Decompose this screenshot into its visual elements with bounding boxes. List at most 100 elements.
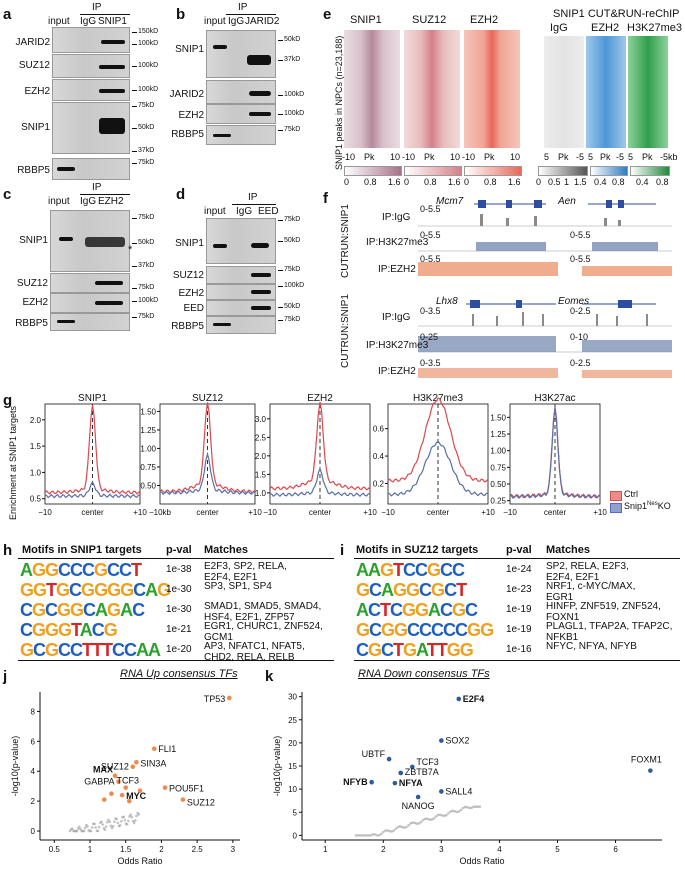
background-point (405, 825, 408, 829)
x-tick-label: 2.5 (192, 845, 204, 854)
row-ezh2: EZH2 (178, 110, 204, 121)
blot-ezh2 (206, 284, 276, 300)
lane-input: input (48, 16, 70, 27)
colorbar-ezh2-2 (590, 166, 628, 176)
scale-tick: 1.5 (574, 177, 587, 187)
ctrl-line (269, 401, 371, 491)
track-range: 0-5.5 (420, 204, 441, 214)
heatmap-title: IgG (550, 22, 568, 34)
h-col-pval: p-val (166, 544, 192, 556)
gene-eomes: Eomes (558, 296, 590, 307)
background-point (478, 805, 482, 808)
heatmap-igg (544, 36, 584, 148)
x-tick-label: center (427, 508, 450, 517)
mw-marker: 75kD (131, 159, 155, 166)
mw-marker: 75kD (131, 214, 155, 221)
track-range: 0-3.5 (420, 306, 441, 316)
background-point (100, 820, 103, 824)
scale-tick: 0.8 (484, 177, 497, 187)
axis-tick: 10 (450, 152, 461, 162)
x-tick-label: +10 (133, 508, 147, 517)
y-tick-label: 2.5 (255, 433, 267, 442)
background-point (373, 833, 377, 836)
scale-tick: 1.6 (388, 177, 401, 187)
y-tick-label: 0.25 (490, 497, 506, 506)
y-tick-label: 0.75 (490, 463, 506, 472)
background-point (86, 825, 89, 828)
row-rbbp5: RBBP5 (171, 129, 204, 140)
x-tick-label: 0.5 (49, 845, 61, 854)
ctrl-line (387, 397, 489, 483)
y-tick-label: 0.50 (490, 480, 506, 489)
motif-matches: HINFP, ZNF519, ZNF524, FOXN1 (546, 601, 661, 623)
track-range: 0-3.5 (420, 358, 441, 368)
background-point (438, 813, 442, 817)
tf-point (415, 794, 421, 800)
motif-logo: AGGCCCGCCT (20, 560, 142, 580)
y-tick-label: 1.00 (140, 444, 156, 453)
row-ezh2: EZH2 (22, 297, 48, 308)
blot-rbbp5 (206, 316, 276, 334)
row-rbbp5: RBBP5 (171, 321, 204, 332)
background-point (108, 820, 111, 824)
background-point (375, 833, 379, 837)
tf-point (226, 695, 232, 701)
gene-aen: Aen (558, 196, 576, 207)
row-snip1: SNIP1 (19, 235, 48, 246)
x-tick-label: +10 (363, 508, 377, 517)
blot-suz12 (52, 54, 130, 78)
blot-ezh2 (50, 293, 130, 313)
background-point (354, 834, 358, 837)
ip-label: IP (92, 182, 102, 193)
heatmap-ezh2-reChIP (586, 36, 626, 148)
profile-plots: SNIP1 0.5 1.0 1.5 2.0 −10 center +10 SUZ12 0.50 0.… (30, 393, 607, 517)
mw-marker: 100kD (277, 110, 305, 117)
mw-marker: 100kD (131, 62, 159, 69)
track-label: IP:EZH2 (378, 366, 416, 377)
mw-marker: 50kD (277, 303, 301, 310)
tf-point (137, 788, 143, 793)
mw-marker: 100kD (277, 282, 305, 289)
motif-logo: ACTCGGACGC (356, 600, 478, 620)
tf-label: NANOG (402, 801, 435, 811)
background-point (386, 829, 389, 832)
background-point (367, 834, 370, 837)
scale-tick: 0 (464, 177, 470, 187)
tf-point (151, 746, 157, 752)
y-tick-label: 1.25 (140, 426, 156, 435)
background-point (453, 809, 457, 813)
background-point (407, 824, 410, 827)
x-tick-label: 1 (88, 845, 93, 854)
tf-label: FLI1 (158, 744, 176, 754)
background-point (135, 814, 138, 818)
motif-matches: PLAGL1, TFAP2A, TFAP2C, NFKB1 (546, 621, 673, 643)
background-point (403, 826, 406, 829)
x-tick-label: −10 (503, 508, 517, 517)
tf-label: POU5F1 (169, 784, 204, 794)
background-point (466, 805, 469, 809)
blot-rbbp5 (52, 158, 130, 180)
axis-tick: Pk (364, 152, 375, 162)
background-point (89, 829, 93, 833)
background-point (451, 809, 454, 813)
motif-pval: 1e-19 (506, 624, 532, 635)
y-tick-label: 30 (288, 693, 297, 702)
panel-a-label: a (3, 6, 12, 23)
axis-tick: -5kb (660, 152, 678, 162)
y-tick-label: 0.6 (373, 425, 385, 434)
background-point (421, 818, 425, 822)
y-tick-label: 0.50 (140, 481, 156, 490)
axis-tick: 5 (544, 152, 550, 162)
tf-point (386, 756, 392, 762)
x-tick-label: +10 (481, 508, 495, 517)
motif-logo: GCGCCTTTCCAA (20, 640, 161, 660)
gene-mcm7: Mcm7 (436, 196, 464, 207)
scale-tick: 0.5 (548, 177, 561, 187)
background-point (369, 834, 373, 837)
heatmap-title: EZH2 (470, 14, 499, 26)
x-tick-label: −10kb (149, 508, 172, 517)
background-point (122, 815, 125, 819)
x-tick-label: −10 (263, 508, 277, 517)
y-tick-label: 5 (293, 808, 298, 817)
x-tick-label: −10 (38, 508, 52, 517)
